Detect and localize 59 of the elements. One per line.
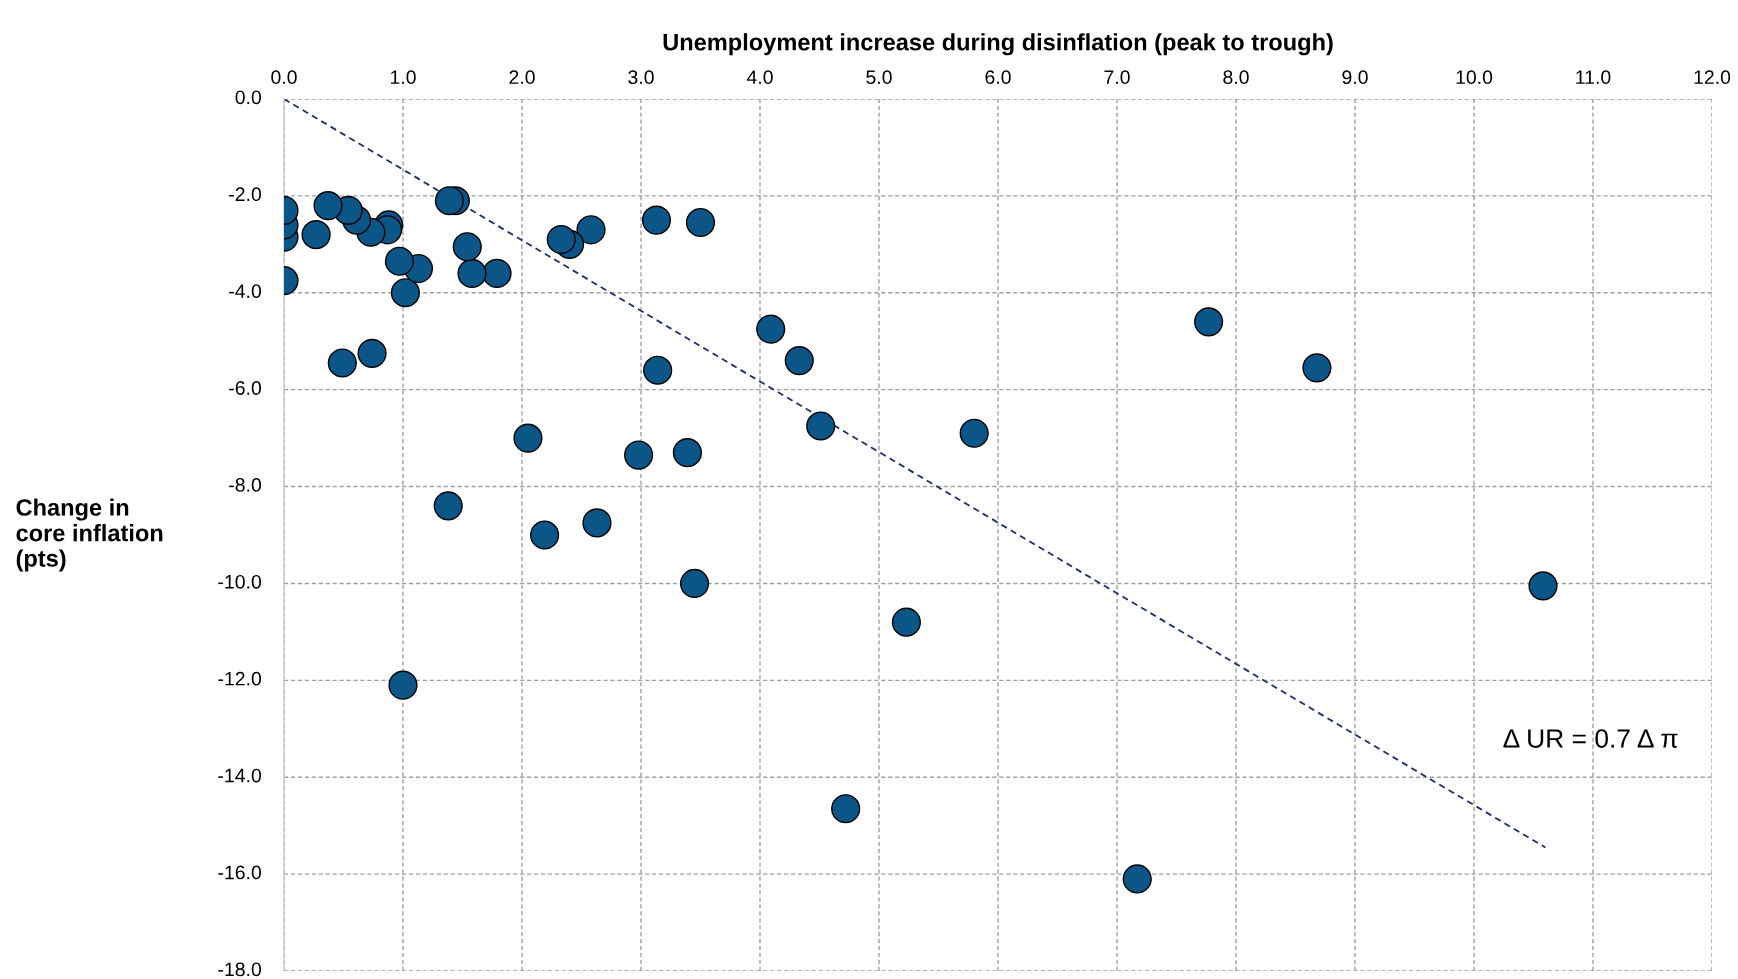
x-tick-label: 10.0	[1456, 70, 1493, 85]
y-tick-label: -8.0	[229, 478, 262, 492]
y-tick-label: -14.0	[218, 768, 262, 783]
point	[388, 670, 418, 700]
point	[959, 418, 989, 448]
point	[1528, 571, 1558, 601]
point	[452, 232, 482, 262]
point	[685, 207, 716, 238]
x-tick-label: 5.0	[866, 70, 892, 85]
point	[530, 520, 560, 550]
annotation: Δ UR = 0.7 Δ π	[1503, 729, 1678, 748]
x-tick-label: 1.0	[390, 70, 416, 85]
y-axis-title: Change in core inflation (pts)	[16, 498, 163, 572]
point	[806, 411, 836, 441]
point	[433, 491, 463, 521]
point	[434, 186, 464, 216]
point	[643, 355, 673, 385]
point	[513, 423, 543, 453]
point	[1194, 307, 1224, 337]
y-tick-label: -16.0	[218, 865, 262, 880]
point	[831, 794, 861, 824]
y-tick-label: -6.0	[229, 381, 262, 395]
point	[301, 220, 331, 250]
y-tick-label: -10.0	[218, 574, 262, 589]
point	[1122, 864, 1152, 894]
x-tick-label: 11.0	[1576, 70, 1611, 85]
point	[672, 438, 702, 468]
point	[756, 314, 786, 344]
x-tick-label: 0.0	[271, 70, 297, 85]
y-tick-label: -4.0	[229, 284, 262, 298]
point	[546, 224, 576, 255]
point	[641, 205, 672, 235]
point	[327, 348, 357, 378]
x-tick-label: 6.0	[985, 70, 1011, 85]
y-tick-label: -12.0	[218, 671, 262, 686]
x-tick-label: 2.0	[509, 70, 535, 85]
point	[576, 215, 606, 245]
point	[784, 346, 814, 376]
point	[384, 246, 415, 276]
x-tick-label: 9.0	[1342, 70, 1368, 85]
point	[390, 278, 420, 308]
point	[679, 568, 710, 599]
x-tick-label: 4.0	[746, 70, 773, 85]
point	[891, 607, 921, 637]
x-tick-label: 7.0	[1104, 70, 1130, 85]
point	[313, 190, 343, 221]
point	[457, 258, 487, 288]
x-tick-label: 12.0	[1694, 70, 1731, 85]
point	[582, 508, 612, 538]
x-tick-label: 8.0	[1223, 70, 1249, 85]
point	[482, 258, 512, 288]
x-axis-title: Unemployment increase during disinflation (peak to trough)	[663, 33, 1333, 56]
y-tick-label: -2.0	[229, 187, 262, 202]
point	[624, 440, 654, 470]
y-tick-label: 0.0	[235, 90, 262, 105]
y-tick-label: -18.0	[218, 962, 262, 977]
x-tick-label: 3.0	[628, 70, 654, 85]
point	[357, 338, 387, 368]
point	[1302, 353, 1332, 383]
